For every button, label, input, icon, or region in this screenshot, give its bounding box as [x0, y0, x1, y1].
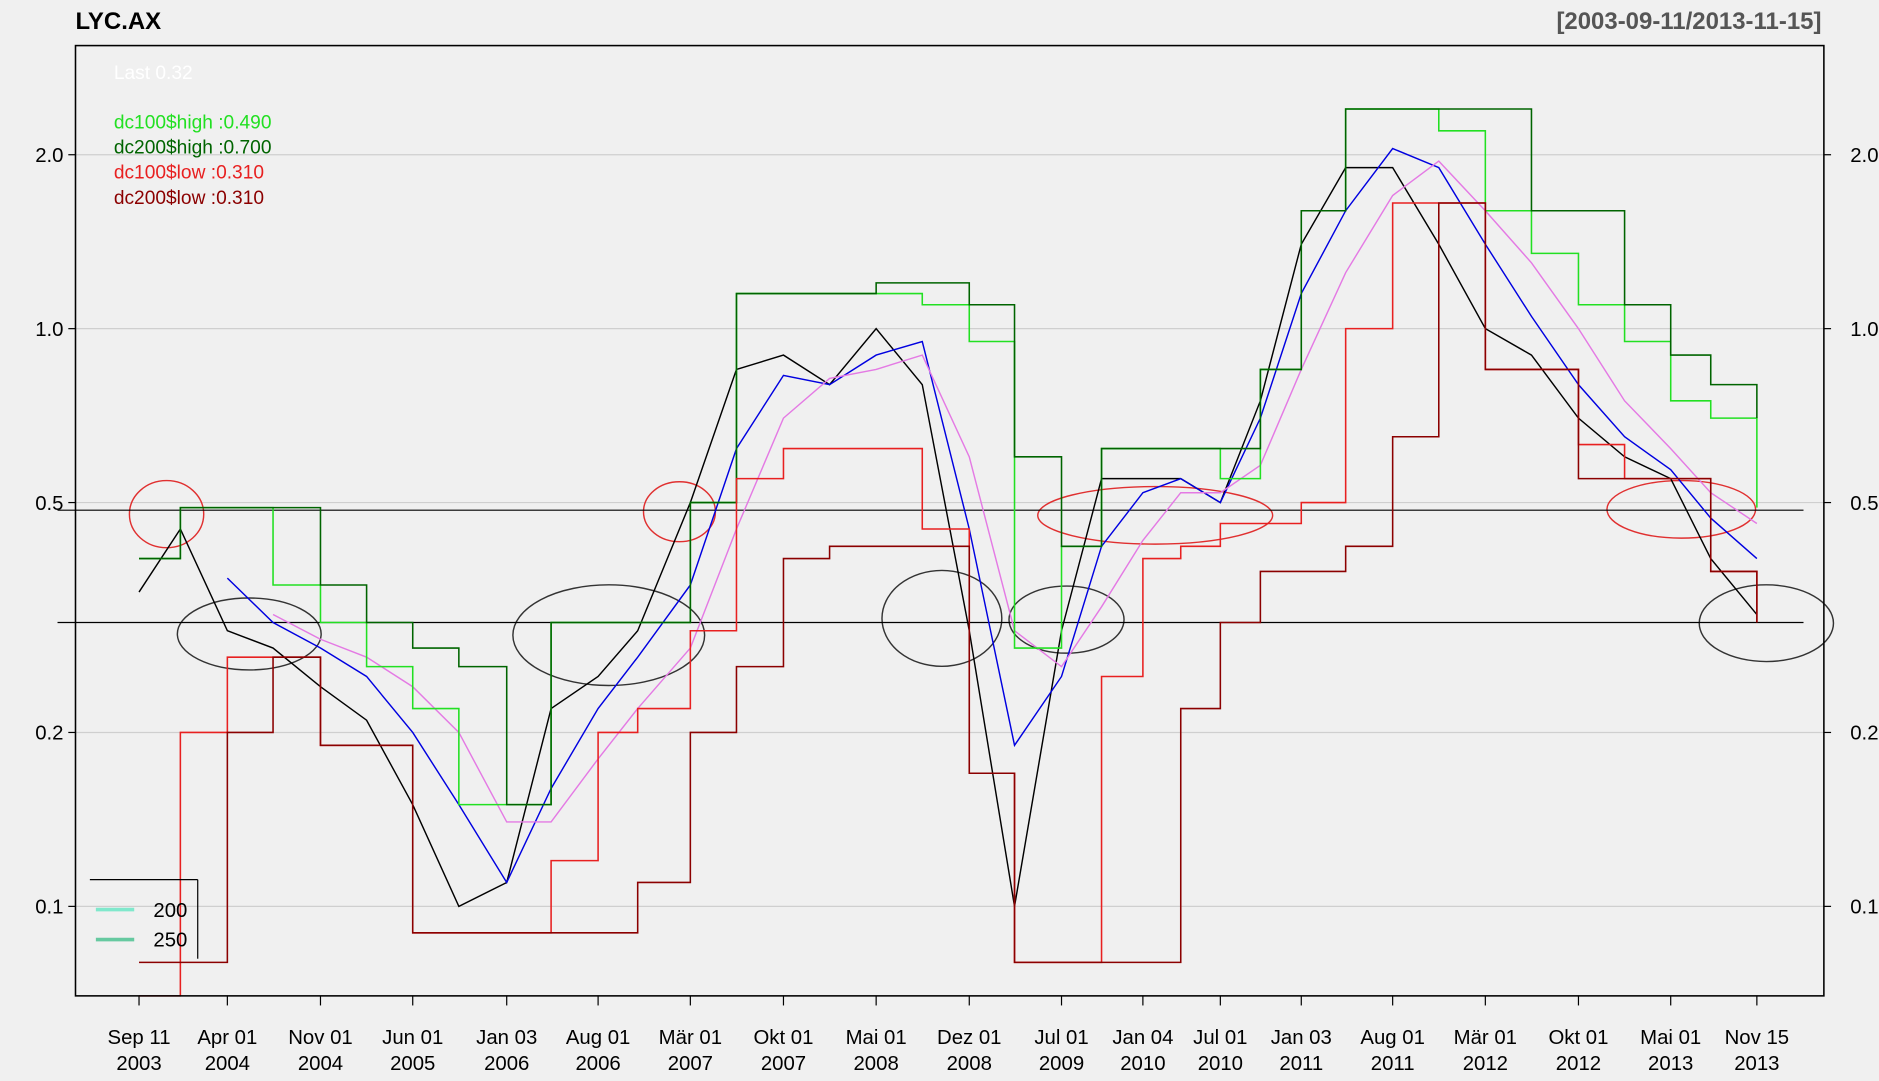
series-line [226, 147, 1758, 884]
x-tick-label: Dez 01 [937, 1027, 1002, 1049]
last-value: Last 0.32 [114, 63, 193, 84]
x-tick-label: 2012 [1463, 1053, 1508, 1075]
chart-title: LYC.AX [75, 8, 161, 35]
legend-label: dc200$low :0.310 [114, 188, 264, 209]
x-tick-label: Mär 01 [1454, 1027, 1517, 1049]
x-tick-label: 2006 [575, 1053, 620, 1075]
legend-label: dc100$low :0.310 [114, 163, 264, 184]
legend-label: dc200$high :0.700 [114, 137, 272, 158]
x-tick-label: Sep 11 [108, 1027, 171, 1049]
annotation-ellipse [176, 597, 322, 671]
x-tick-label: Okt 01 [753, 1027, 813, 1049]
annotation-ellipse [1606, 479, 1757, 539]
x-tick-label: 2007 [761, 1053, 806, 1075]
series-line [139, 108, 1758, 806]
x-tick-label: 2006 [484, 1053, 529, 1075]
date-range: [2003-09-11/2013-11-15] [1556, 8, 1821, 35]
y2-tick-label: 1.0 [1850, 319, 1878, 341]
y-tick-label: 0.5 [35, 493, 63, 515]
x-tick-label: 2004 [205, 1053, 250, 1075]
y2-tick-label: 0.5 [1850, 493, 1878, 515]
x-tick-label: 2007 [668, 1053, 713, 1075]
x-tick-label: 2013 [1734, 1053, 1779, 1075]
x-tick-label: 2004 [298, 1053, 343, 1075]
x-tick-label: 2009 [1039, 1053, 1084, 1075]
legend-label: dc100$high :0.490 [114, 112, 272, 133]
x-tick-label: 2012 [1556, 1053, 1601, 1075]
annotation-ellipse [1037, 485, 1274, 545]
x-tick-label: Okt 01 [1548, 1027, 1608, 1049]
x-tick-label: 2008 [853, 1053, 898, 1075]
x-tick-label: Mai 01 [846, 1027, 907, 1049]
x-tick-label: 2011 [1279, 1053, 1323, 1075]
annotation-ellipse [1698, 584, 1835, 663]
y-tick-label: 2.0 [35, 145, 63, 167]
x-tick-label: 2013 [1648, 1053, 1693, 1075]
y2-tick-label: 0.2 [1850, 723, 1878, 745]
series-line [139, 202, 1758, 964]
legend-label: 200 [153, 900, 187, 922]
y-tick-label: 0.1 [35, 897, 63, 919]
x-tick-label: 2010 [1198, 1053, 1243, 1075]
x-tick-label: Nov 01 [288, 1027, 353, 1049]
x-tick-label: Mär 01 [659, 1027, 722, 1049]
x-tick-label: Aug 01 [1360, 1027, 1425, 1049]
x-tick-label: 2011 [1371, 1053, 1415, 1075]
y2-tick-label: 0.1 [1850, 897, 1878, 919]
plot-border [74, 44, 1825, 997]
x-tick-label: 2010 [1120, 1053, 1165, 1075]
y-tick-label: 1.0 [35, 319, 63, 341]
x-tick-label: Aug 01 [566, 1027, 631, 1049]
annotations [128, 479, 1835, 687]
x-tick-label: 2003 [116, 1053, 161, 1075]
y-tick-label: 0.2 [35, 723, 63, 745]
y2-tick-label: 2.0 [1850, 145, 1878, 167]
x-tick-label: 2008 [947, 1053, 992, 1075]
series-line [139, 108, 1758, 806]
annotation-ellipse [1008, 585, 1125, 654]
legend-label: 250 [153, 930, 187, 952]
x-tick-label: Jun 01 [382, 1027, 443, 1049]
x-tick-label: Jul 01 [1034, 1027, 1088, 1049]
annotation-ellipse [128, 479, 205, 549]
annotation-ellipse [512, 584, 706, 687]
x-tick-label: Nov 15 [1725, 1027, 1790, 1049]
x-tick-label: 2005 [390, 1053, 435, 1075]
x-tick-label: Jan 04 [1112, 1027, 1173, 1049]
x-tick-label: Mai 01 [1640, 1027, 1701, 1049]
x-tick-label: Jan 03 [1271, 1027, 1332, 1049]
x-tick-label: Apr 01 [197, 1027, 257, 1049]
x-tick-label: Jan 03 [476, 1027, 537, 1049]
x-tick-label: Jul 01 [1193, 1027, 1247, 1049]
annotation-ellipse [881, 569, 1003, 668]
